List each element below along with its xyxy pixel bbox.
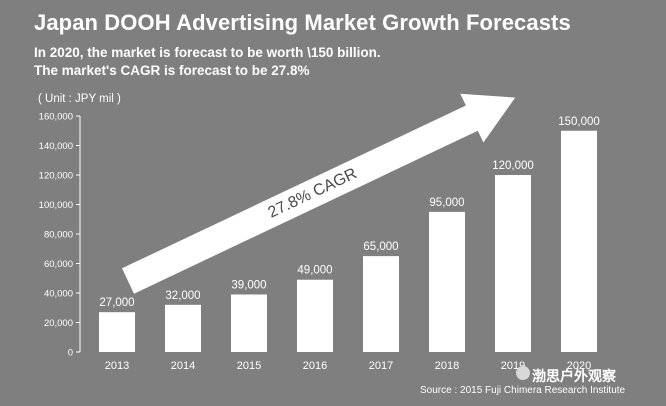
bar <box>363 256 399 352</box>
data-label: 65,000 <box>363 241 398 253</box>
chart-subtitle-line-1: In 2020, the market is forecast to be wo… <box>34 45 381 60</box>
chart-title: Japan DOOH Advertising Market Growth For… <box>34 10 571 35</box>
x-tick-label: 2013 <box>105 360 129 372</box>
x-tick-label: 2017 <box>369 360 393 372</box>
bar <box>495 175 531 352</box>
unit-label: ( Unit : JPY mil ) <box>38 93 121 105</box>
bar <box>231 294 267 352</box>
source-note: Source : 2015 Fuji Chimera Research Inst… <box>420 385 626 396</box>
y-tick-label: 80,000 <box>44 230 73 241</box>
y-tick-label: 120,000 <box>39 171 73 182</box>
bar <box>99 312 135 352</box>
y-tick-label: 0 <box>68 348 73 359</box>
watermark-text: 渤思户外观察 <box>532 368 616 384</box>
cagr-arrow <box>122 93 516 294</box>
y-tick-label: 140,000 <box>39 141 73 152</box>
data-label: 39,000 <box>231 279 266 291</box>
data-label: 150,000 <box>558 116 600 128</box>
chart-subtitle-line-2: The market's CAGR is forecast to be 27.8… <box>34 63 310 78</box>
bar <box>165 304 201 352</box>
x-tick-label: 2014 <box>171 360 195 372</box>
x-tick-label: 2018 <box>435 360 459 372</box>
x-tick-label: 2015 <box>237 360 261 372</box>
bar <box>561 130 597 352</box>
data-label: 49,000 <box>297 265 332 277</box>
y-tick-label: 60,000 <box>44 259 73 270</box>
x-tick-label: 2020 <box>567 360 591 372</box>
y-tick-label: 20,000 <box>44 318 73 329</box>
bar <box>297 279 333 352</box>
y-tick-label: 100,000 <box>39 200 73 211</box>
data-label: 95,000 <box>429 197 464 209</box>
data-label: 32,000 <box>165 290 200 302</box>
bar <box>429 211 465 352</box>
x-tick-label: 2016 <box>303 360 327 372</box>
y-tick-label: 160,000 <box>39 112 73 123</box>
data-label: 27,000 <box>99 297 134 309</box>
wechat-icon <box>516 366 530 380</box>
data-label: 120,000 <box>492 160 534 172</box>
y-tick-label: 40,000 <box>44 289 73 300</box>
